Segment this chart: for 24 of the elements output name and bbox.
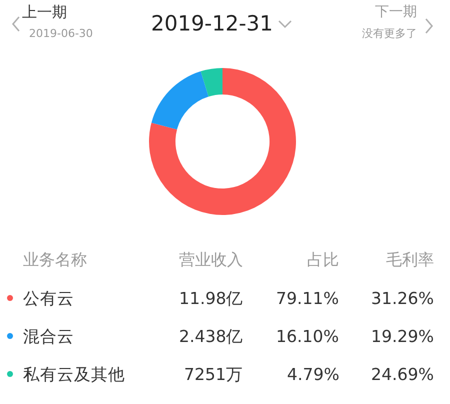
donut-slice <box>149 68 296 215</box>
text: 没有更多了 <box>362 27 417 40</box>
data-label: 4.79% <box>287 365 340 384</box>
text: 下一期 <box>375 4 417 20</box>
legend-title: 业务名称 <box>23 250 87 269</box>
chart-title: 2019-12-31 <box>150 11 274 36</box>
data-label: 79.11% <box>276 289 339 308</box>
text: 上一期 <box>22 3 67 21</box>
text: 11.98亿 <box>179 289 244 308</box>
text: 2019-06-30 <box>29 27 93 40</box>
text: 营业收入 <box>179 250 243 269</box>
donut-slice <box>151 71 209 130</box>
text: 占比 <box>307 250 339 269</box>
text: 7251万 <box>184 365 243 384</box>
text: 24.69% <box>371 365 434 384</box>
legend-label: 公有云 <box>23 289 74 308</box>
text: 毛利率 <box>386 250 434 269</box>
text: 19.29% <box>371 327 434 346</box>
legend-label: 私有云及其他 <box>23 365 125 384</box>
donut-slice <box>200 68 222 97</box>
data-label: 16.10% <box>276 327 339 346</box>
text: 31.26% <box>371 289 434 308</box>
text: 2.438亿 <box>179 327 244 346</box>
legend-label: 混合云 <box>23 327 74 346</box>
